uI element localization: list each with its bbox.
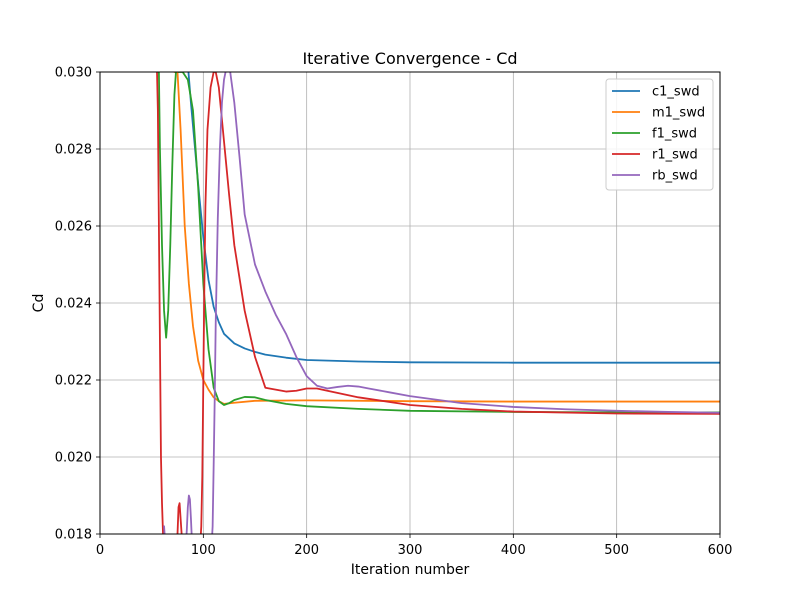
legend-label-c1_swd: c1_swd [652,85,700,100]
series-lines [156,72,720,534]
y-tick-label: 0.026 [55,220,92,235]
x-tick-label: 300 [398,543,423,558]
y-tick-label: 0.024 [55,297,92,312]
y-tick-label: 0.030 [55,66,92,81]
y-axis-ticks: 0.018 0.020 0.022 0.024 0.026 0.028 0.030 [55,66,100,543]
x-tick-label: 600 [708,543,733,558]
legend-label-m1_swd: m1_swd [652,106,705,121]
legend-label-f1_swd: f1_swd [652,127,697,142]
y-axis-label: Cd [31,294,47,313]
legend-box [605,78,714,191]
series-line-c1_swd [187,72,720,364]
x-tick-label: 100 [191,543,216,558]
x-axis-label: Iteration number [351,562,470,578]
legend-label-rb_swd: rb_swd [652,169,698,184]
series-line-m1_swd [173,72,720,405]
x-axis-ticks: 0 100 200 300 400 500 600 [96,534,733,558]
legend: c1_swd m1_swd f1_swd r1_swd rb_swd [605,78,714,191]
x-tick-label: 500 [604,543,629,558]
x-tick-label: 0 [96,543,104,558]
chart-title: Iterative Convergence - Cd [302,49,517,68]
series-line-rb_swd [163,72,720,534]
series-line-f1_swd [157,72,720,414]
y-tick-label: 0.028 [55,143,92,158]
legend-label-r1_swd: r1_swd [652,148,698,163]
y-tick-label: 0.022 [55,374,92,389]
x-tick-label: 200 [294,543,319,558]
y-tick-label: 0.018 [55,528,92,543]
y-tick-label: 0.020 [55,451,92,466]
series-line-r1_swd [156,72,720,534]
x-tick-label: 400 [501,543,526,558]
